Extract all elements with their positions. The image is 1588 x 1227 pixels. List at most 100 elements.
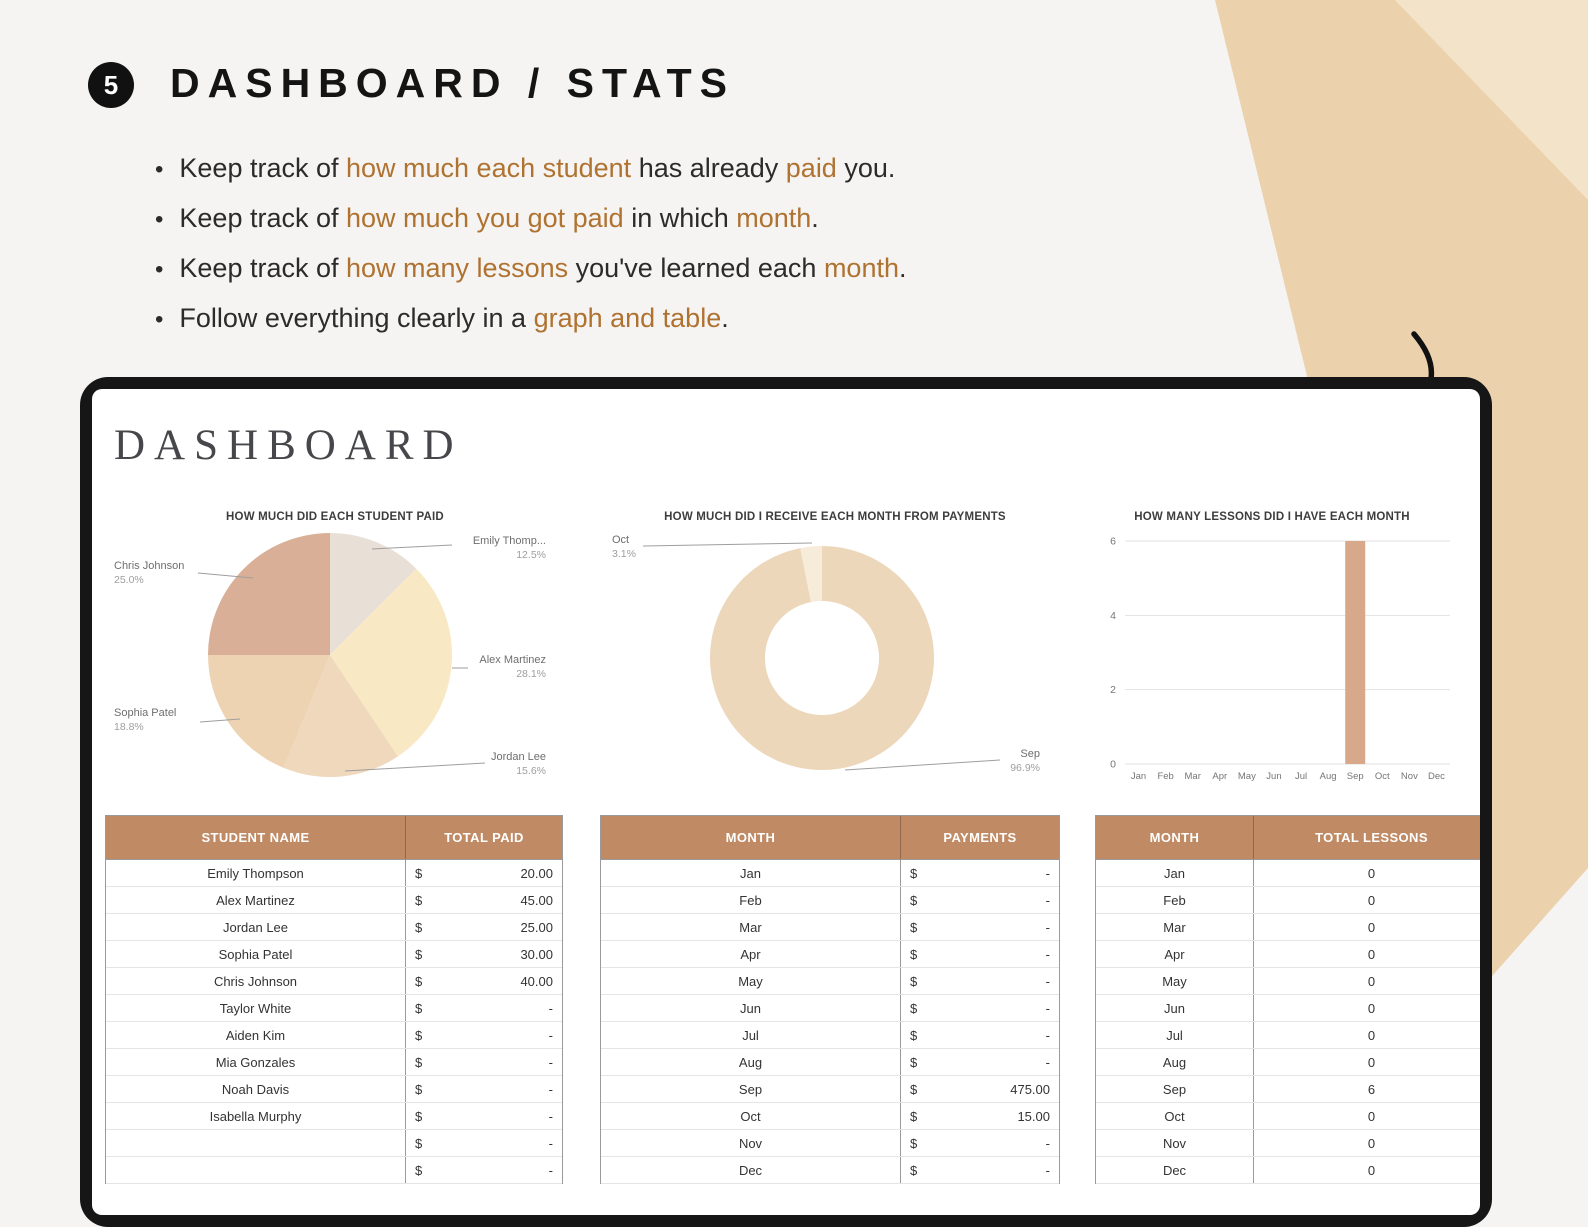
bullet-dot: • — [155, 306, 164, 333]
table-row: Nov $ - — [601, 1130, 1059, 1157]
currency-symbol: $ — [415, 865, 423, 881]
amount-value: - — [1045, 1027, 1050, 1043]
payments-cell: $ - — [900, 995, 1059, 1021]
feature-text: you've learned each — [568, 253, 824, 283]
amount-value: 20.00 — [520, 865, 553, 881]
table-row: Emily Thompson $ 20.00 — [106, 860, 562, 887]
amount-value: - — [1045, 1135, 1050, 1151]
amount-value: 25.00 — [520, 919, 553, 935]
svg-text:Nov: Nov — [1401, 771, 1418, 782]
table-row: Oct 0 — [1096, 1103, 1480, 1130]
feature-text: Follow everything clearly in a — [179, 303, 534, 333]
table-row: Aiden Kim $ - — [106, 1022, 562, 1049]
payments-cell: $ - — [900, 968, 1059, 994]
pie-label-name: Emily Thomp... — [472, 535, 546, 547]
svg-text:6: 6 — [1110, 536, 1116, 548]
currency-symbol: $ — [415, 1054, 423, 1070]
pie-label-emily: Emily Thomp... 12.5% — [446, 534, 546, 562]
amount-value: - — [1045, 1054, 1050, 1070]
pie-label-chris: Chris Johnson 25.0% — [114, 559, 184, 587]
feature-text: Keep track of — [179, 203, 346, 233]
amount-value: - — [1045, 1000, 1050, 1016]
payments-cell: $ - — [900, 860, 1059, 886]
donut-label-oct: Oct 3.1% — [612, 533, 636, 561]
pie-label-pct: 18.8% — [114, 721, 144, 733]
highlight-text: paid — [785, 153, 837, 183]
currency-symbol: $ — [910, 1135, 918, 1151]
table-header-row: MONTH TOTAL LESSONS — [1095, 815, 1480, 860]
total-lessons-cell: 0 — [1253, 941, 1480, 967]
payments-cell: $ - — [900, 1157, 1059, 1183]
total-lessons-cell: 0 — [1253, 968, 1480, 994]
currency-symbol: $ — [910, 946, 918, 962]
svg-text:Jan: Jan — [1131, 771, 1146, 782]
dashboard-title: DASHBOARD — [114, 422, 463, 469]
feature-text: . — [721, 303, 729, 333]
dashboard-panel: DASHBOARD HOW MUCH DID EACH STUDENT PAID… — [92, 389, 1480, 1215]
payments-cell: $ - — [900, 941, 1059, 967]
table-row: Taylor White $ - — [106, 995, 562, 1022]
total-lessons-cell: 0 — [1253, 860, 1480, 886]
donut-label-name: Sep — [1020, 748, 1040, 760]
highlight-text: month — [736, 203, 812, 233]
step-number-badge: 5 — [88, 62, 134, 108]
currency-symbol: $ — [415, 1000, 423, 1016]
total-paid-cell: $ - — [405, 995, 562, 1021]
month-cell: Oct — [1164, 1108, 1185, 1124]
student-name-cell: Alex Martinez — [216, 892, 295, 908]
total-lessons-cell: 0 — [1253, 914, 1480, 940]
tablet-frame: DASHBOARD HOW MUCH DID EACH STUDENT PAID… — [80, 377, 1492, 1227]
amount-value: - — [548, 1108, 553, 1124]
donut-chart-svg — [642, 542, 1001, 771]
student-name-cell: Sophia Patel — [218, 946, 293, 962]
donut-label-pct: 3.1% — [612, 548, 636, 560]
table-row: Mar 0 — [1096, 914, 1480, 941]
svg-text:Jun: Jun — [1266, 771, 1281, 782]
bullet-dot: • — [155, 256, 164, 283]
table-row: Dec $ - — [601, 1157, 1059, 1184]
table-row: Sep 6 — [1096, 1076, 1480, 1103]
amount-value: - — [548, 1054, 553, 1070]
svg-text:Sep: Sep — [1347, 771, 1364, 782]
total-paid-cell: $ 20.00 — [405, 860, 562, 886]
column-header: STUDENT NAME — [201, 830, 310, 845]
svg-text:Aug: Aug — [1320, 771, 1337, 782]
amount-value: - — [1045, 865, 1050, 881]
pie-chart-svg — [197, 533, 486, 777]
total-paid-cell: $ - — [405, 1076, 562, 1102]
table-row: Oct $ 15.00 — [601, 1103, 1059, 1130]
currency-symbol: $ — [910, 1000, 918, 1016]
month-cell: Jun — [1164, 1000, 1185, 1016]
amount-value: - — [548, 1000, 553, 1016]
feature-text: . — [898, 253, 907, 283]
svg-text:May: May — [1238, 771, 1256, 782]
student-name-cell: Mia Gonzales — [215, 1054, 296, 1070]
list-item: • Follow everything clearly in a graph an… — [155, 294, 1215, 344]
payments-cell: $ - — [900, 887, 1059, 913]
pie-label-pct: 15.6% — [516, 765, 546, 777]
column-header: TOTAL LESSONS — [1253, 816, 1480, 859]
total-lessons-cell: 0 — [1253, 995, 1480, 1021]
table-row: Alex Martinez $ 45.00 — [106, 887, 562, 914]
students-table: STUDENT NAME TOTAL PAID Emily Thompson $… — [105, 815, 563, 1184]
table-row: Chris Johnson $ 40.00 — [106, 968, 562, 995]
amount-value: 15.00 — [1017, 1108, 1050, 1124]
total-lessons-cell: 0 — [1253, 1103, 1480, 1129]
table-row: Nov 0 — [1096, 1130, 1480, 1157]
payments-cell: $ - — [900, 1130, 1059, 1156]
table-row: Apr $ - — [601, 941, 1059, 968]
table-row: Jun $ - — [601, 995, 1059, 1022]
currency-symbol: $ — [415, 946, 423, 962]
total-paid-cell: $ - — [405, 1049, 562, 1075]
student-name-cell: Taylor White — [219, 1000, 292, 1016]
month-cell: Sep — [738, 1081, 763, 1097]
payments-cell: $ - — [900, 914, 1059, 940]
table-row: Isabella Murphy $ - — [106, 1103, 562, 1130]
bar-chart-monthly-lessons: HOW MANY LESSONS DID I HAVE EACH MONTH 0… — [1087, 507, 1480, 799]
month-cell: Nov — [738, 1135, 763, 1151]
amount-value: 30.00 — [520, 946, 553, 962]
feature-text: you. — [836, 153, 896, 183]
svg-text:0: 0 — [1110, 759, 1116, 771]
month-cell: Mar — [1163, 919, 1186, 935]
chart-title: HOW MUCH DID I RECEIVE EACH MONTH FROM P… — [664, 511, 1006, 523]
